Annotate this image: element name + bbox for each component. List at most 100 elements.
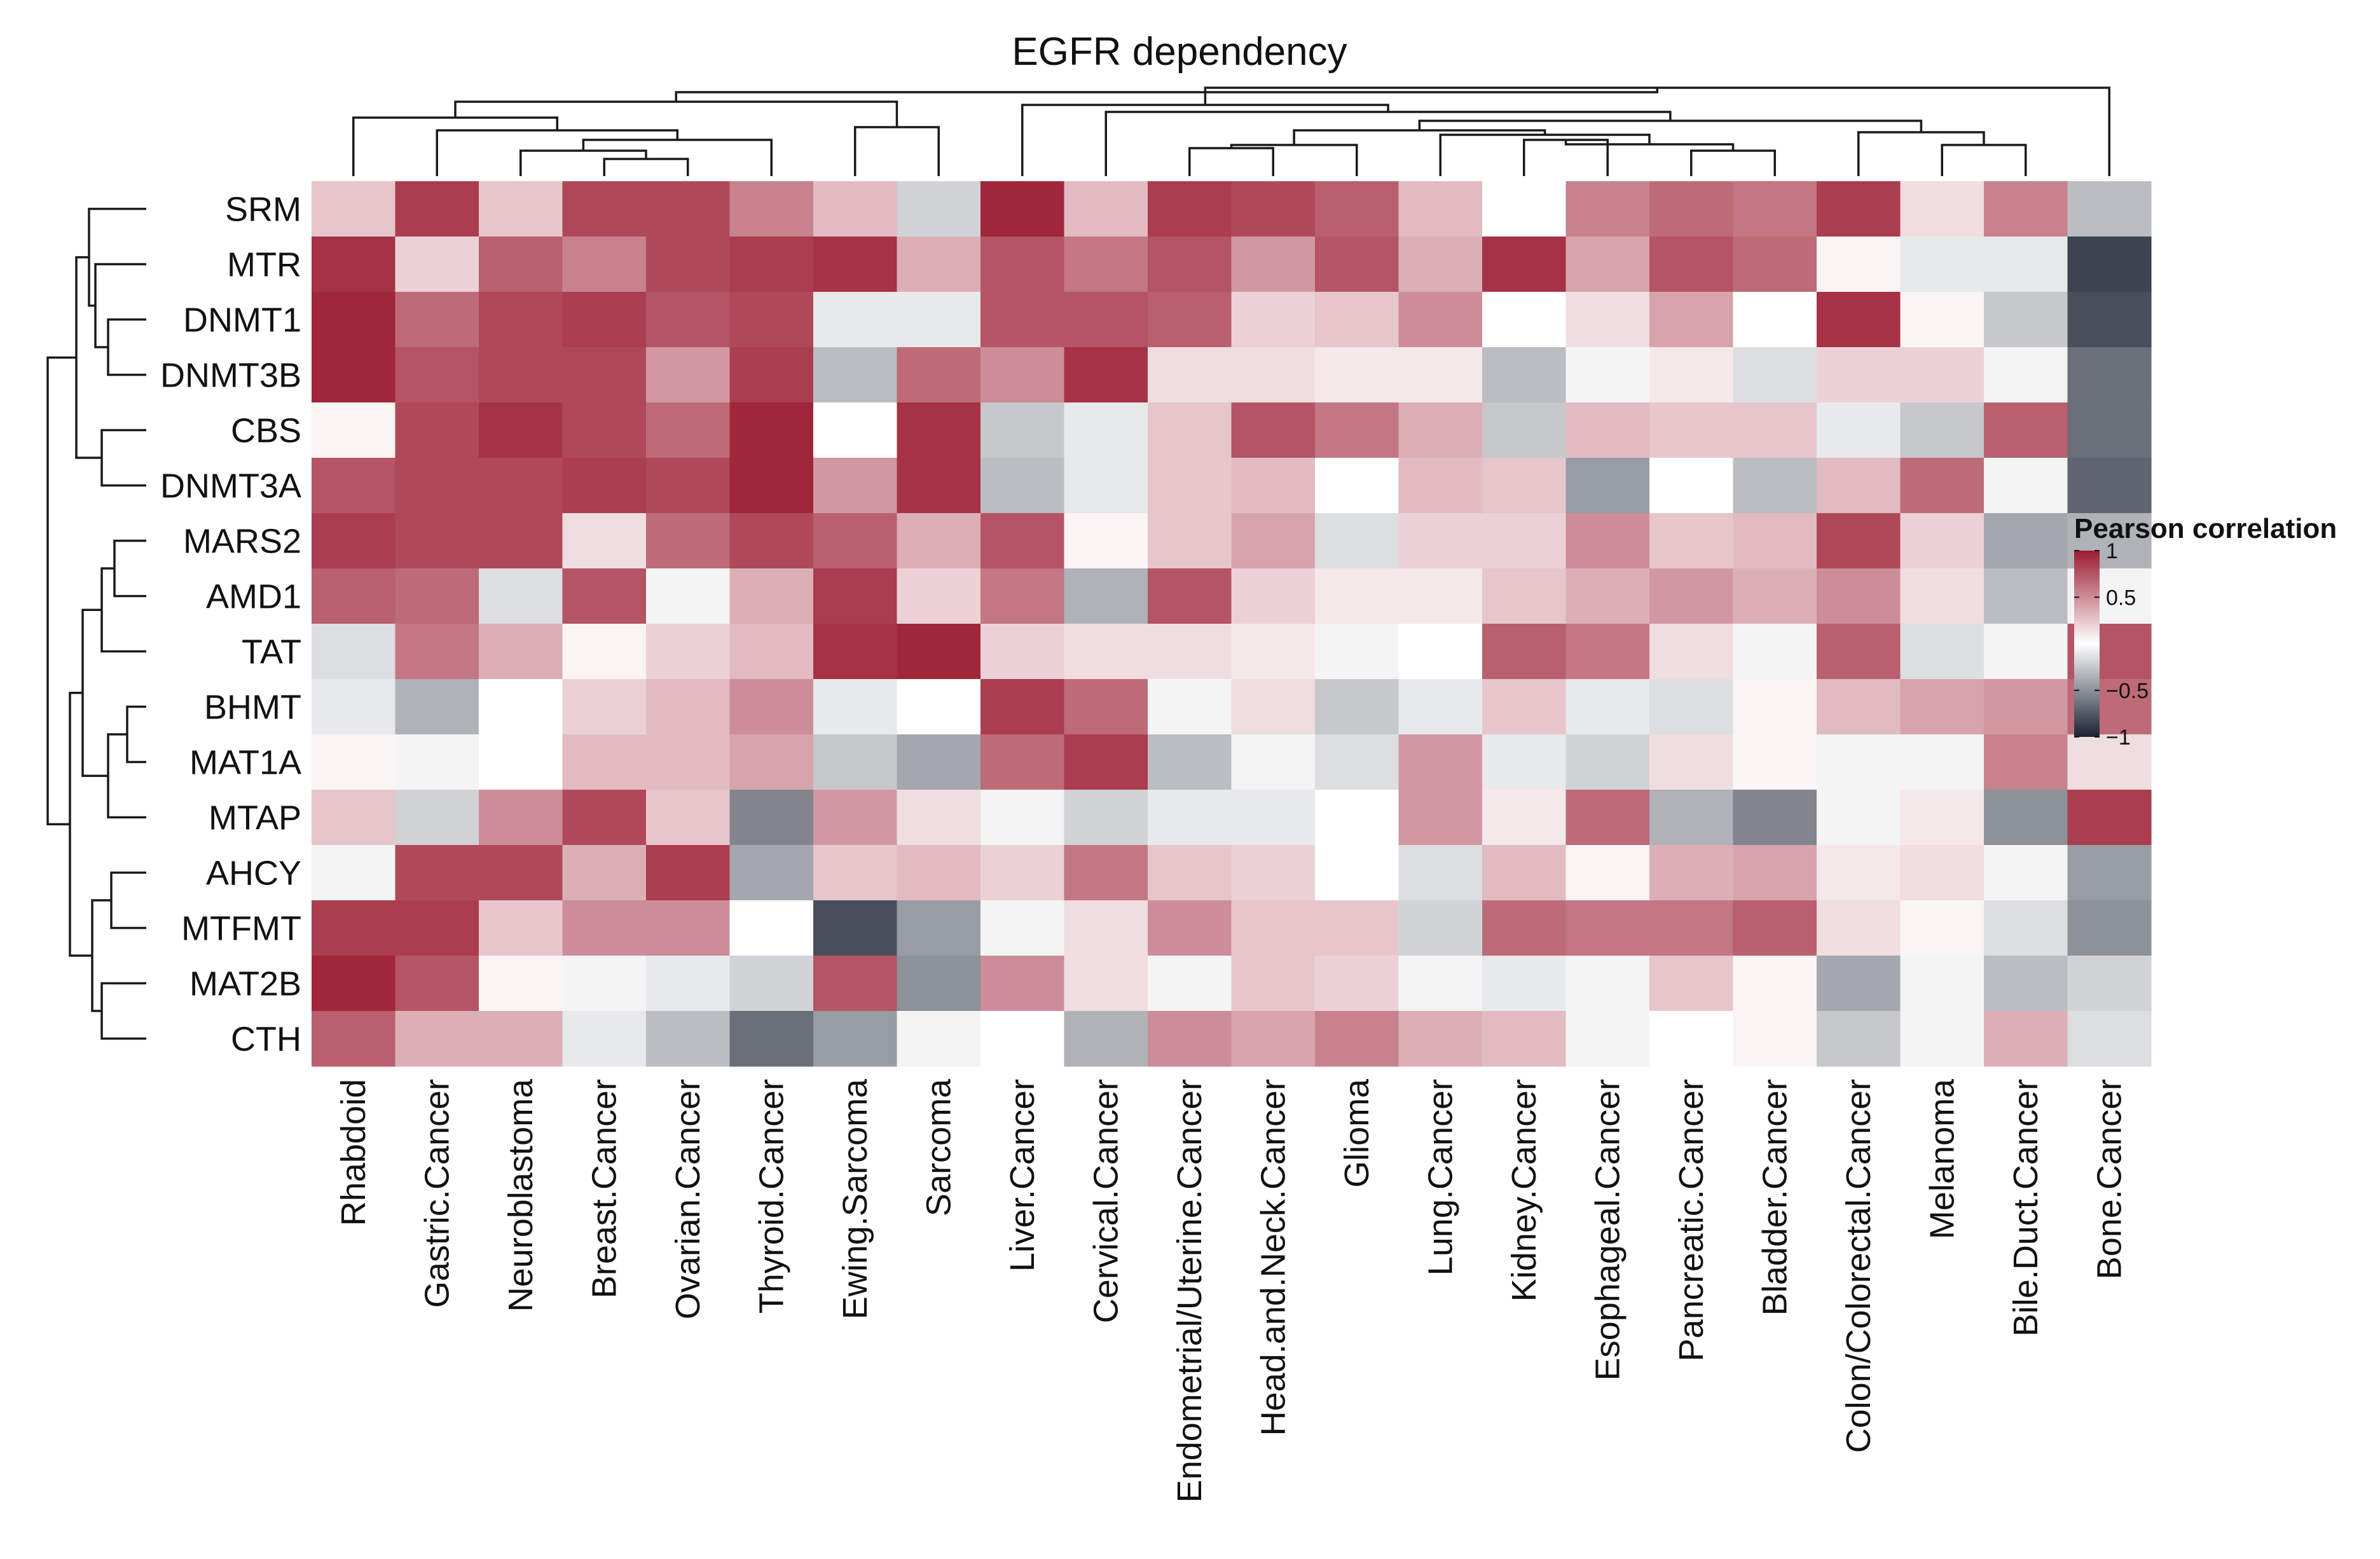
heatmap-cell <box>1315 679 1400 735</box>
heatmap-cell <box>1398 624 1483 680</box>
heatmap-cell <box>395 347 479 403</box>
heatmap-cell <box>1064 956 1148 1012</box>
heatmap-cell <box>1315 347 1400 403</box>
dendrogram-link <box>1857 131 1985 176</box>
heatmap-cell <box>646 845 731 901</box>
heatmap-cell <box>395 513 479 569</box>
heatmap-cell <box>312 458 396 514</box>
heatmap-cell <box>980 845 1065 901</box>
heatmap-cell <box>312 734 396 790</box>
heatmap-cell <box>312 679 396 735</box>
heatmap-cell <box>1482 734 1567 790</box>
heatmap-cell <box>1398 900 1483 956</box>
heatmap-cell <box>1649 181 1734 237</box>
heatmap-cell <box>1482 347 1567 403</box>
heatmap-cell <box>479 956 563 1012</box>
heatmap-cell <box>980 292 1065 348</box>
heatmap-cell <box>395 181 479 237</box>
heatmap-cell <box>1315 237 1400 292</box>
heatmap-cell <box>1565 402 1650 458</box>
row-label: DNMT3A <box>160 467 301 505</box>
heatmap-cell <box>729 568 814 624</box>
heatmap-cell <box>1482 790 1567 846</box>
heatmap-cell <box>1649 956 1734 1012</box>
heatmap-cell <box>1817 458 1901 514</box>
heatmap-cell <box>1148 734 1232 790</box>
heatmap-cell <box>479 900 563 956</box>
heatmap-cell <box>897 568 981 624</box>
heatmap-cell <box>1984 900 2068 956</box>
heatmap-cell <box>1984 1011 2068 1067</box>
heatmap-cell <box>1817 624 1901 680</box>
colorbar-legend: Pearson correlation 1 0.5 −0.5 −1 <box>2074 513 2337 750</box>
heatmap-cell <box>1817 402 1901 458</box>
heatmap-cell <box>1649 1011 1734 1067</box>
heatmap-cell <box>1984 181 2068 237</box>
heatmap-cell <box>1565 237 1650 292</box>
heatmap-cell <box>1148 292 1232 348</box>
colorbar-tick-label: −0.5 <box>2106 679 2149 703</box>
heatmap-cell <box>562 181 647 237</box>
dendrogram-link <box>675 88 1659 102</box>
row-label: MTAP <box>209 799 301 837</box>
heatmap-cell <box>1315 624 1400 680</box>
heatmap-cell <box>1984 845 2068 901</box>
dendrogram-link <box>100 567 146 653</box>
heatmap-cell <box>395 292 479 348</box>
heatmap-cell <box>1733 790 1817 846</box>
heatmap-cell <box>312 956 396 1012</box>
column-label: Esophageal.Cancer <box>1588 1079 1627 1380</box>
colorbar-tick-label: −1 <box>2106 725 2131 750</box>
heatmap-cell <box>813 402 898 458</box>
heatmap-cell <box>813 513 898 569</box>
colorbar-tick-label: 0.5 <box>2106 586 2136 610</box>
dendrogram-link <box>352 116 559 176</box>
dendrogram-link <box>46 356 76 826</box>
heatmap-cell <box>980 624 1065 680</box>
heatmap-cell <box>1565 845 1650 901</box>
dendrogram-link <box>1293 129 1546 145</box>
heatmap-cells <box>312 181 2152 1067</box>
heatmap-cell <box>1148 513 1232 569</box>
heatmap-cell <box>1900 1011 1984 1067</box>
heatmap-cell <box>1148 900 1232 956</box>
heatmap-cell <box>1733 458 1817 514</box>
heatmap-cell <box>1900 845 1984 901</box>
heatmap-cell <box>2067 900 2152 956</box>
heatmap-cell <box>646 734 731 790</box>
row-label: AHCY <box>206 855 301 893</box>
heatmap-cell <box>1565 956 1650 1012</box>
heatmap-cell <box>1398 347 1483 403</box>
heatmap-cell <box>729 402 814 458</box>
heatmap-cell <box>1649 237 1734 292</box>
heatmap-cell <box>2067 292 2152 348</box>
heatmap-cell <box>2067 347 2152 403</box>
heatmap-cell <box>1315 734 1400 790</box>
row-label: DNMT3B <box>160 357 301 395</box>
heatmap-cell <box>1984 458 2068 514</box>
heatmap-cell <box>813 900 898 956</box>
heatmap-cell <box>562 624 647 680</box>
heatmap-cell <box>646 237 731 292</box>
dendrogram-link <box>100 982 146 1040</box>
heatmap-cell <box>1817 679 1901 735</box>
heatmap-cell <box>312 790 396 846</box>
heatmap-cell <box>1817 734 1901 790</box>
heatmap-cell <box>1482 237 1567 292</box>
heatmap-cell <box>1315 845 1400 901</box>
heatmap-cell <box>1649 568 1734 624</box>
heatmap-cell <box>479 624 563 680</box>
heatmap-cell <box>1315 956 1400 1012</box>
heatmap-cell <box>813 956 898 1012</box>
heatmap-cell <box>1649 679 1734 735</box>
heatmap-cell <box>1984 568 2068 624</box>
heatmap-cell <box>1148 181 1232 237</box>
heatmap-cell <box>1900 790 1984 846</box>
heatmap-cell <box>1817 1011 1901 1067</box>
heatmap-cell <box>1231 402 1316 458</box>
heatmap-cell <box>729 956 814 1012</box>
dendrogram-link <box>100 429 146 487</box>
heatmap-cell <box>646 402 731 458</box>
heatmap-cell <box>1565 458 1650 514</box>
heatmap-cell <box>729 347 814 403</box>
